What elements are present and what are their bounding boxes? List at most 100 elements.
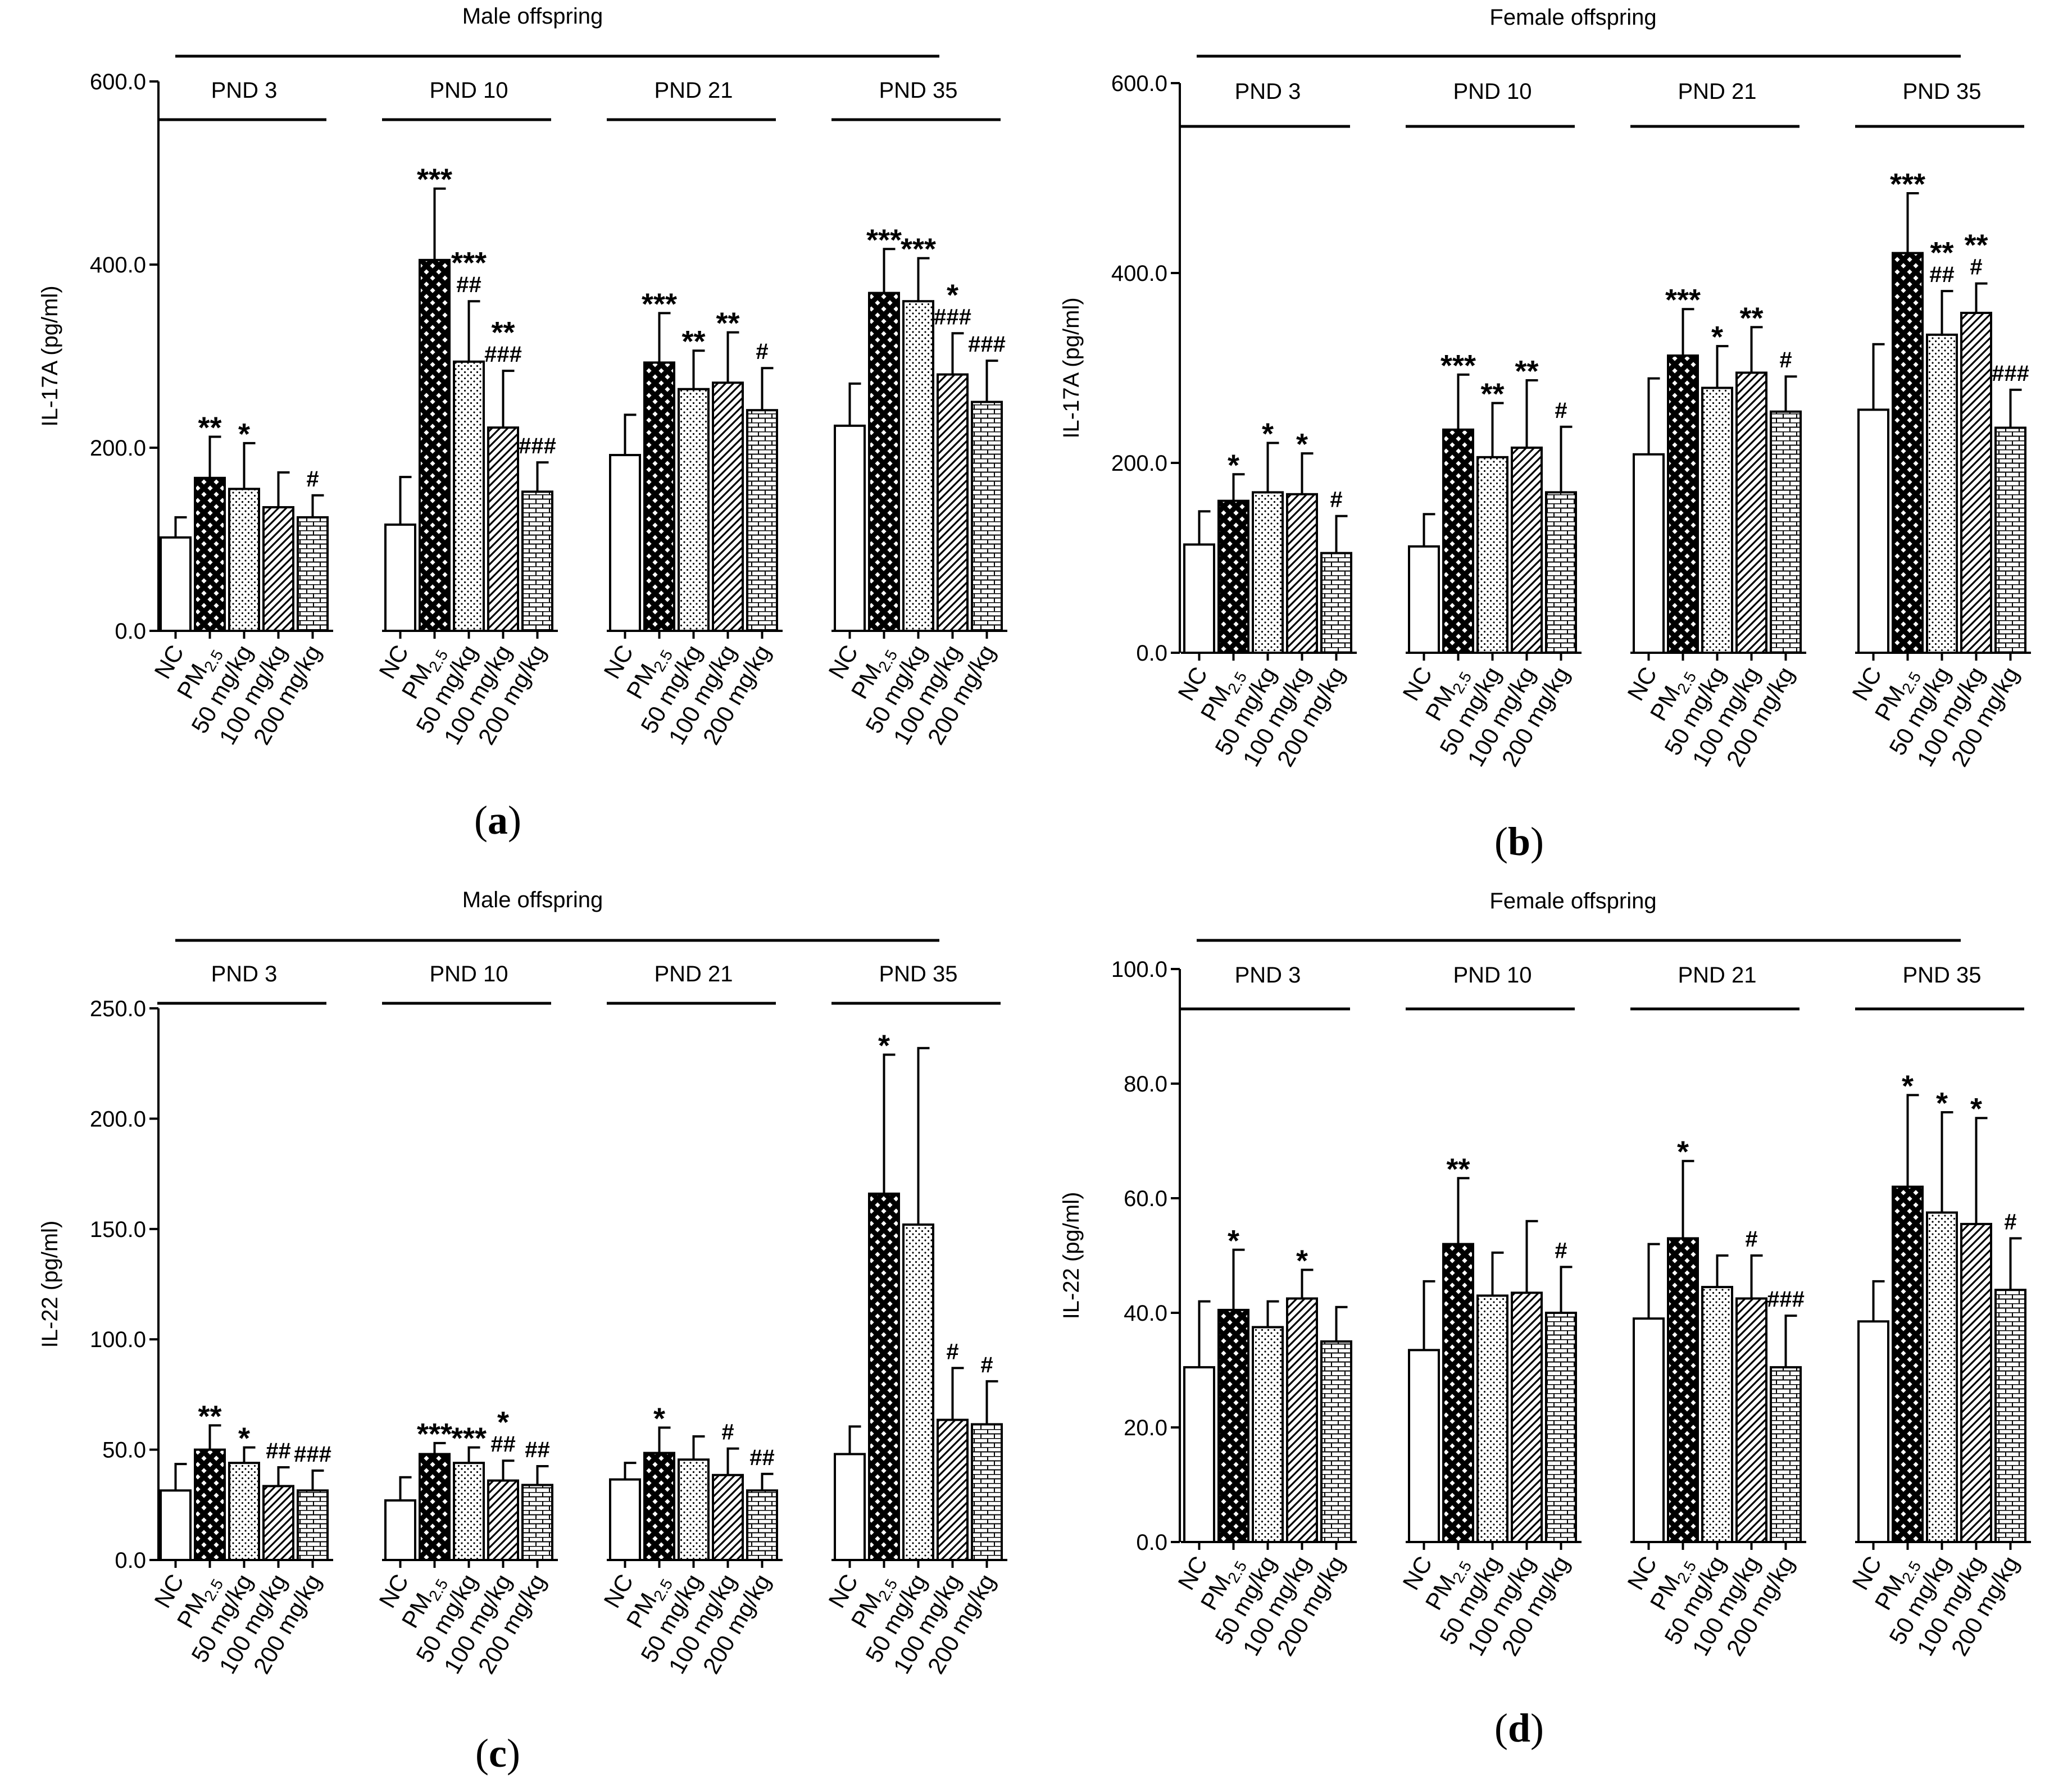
bar-200mgkg xyxy=(971,401,1003,632)
bar-pm25 xyxy=(1667,1237,1699,1543)
y-tick-label: 0.0 xyxy=(115,619,146,644)
bar-50mgkg xyxy=(1252,1326,1284,1543)
chart-panel-c: Male offspring 0.0 50.0 100.0 150.0 200.0 250.… xyxy=(38,888,1007,1776)
bar-nc xyxy=(160,1489,192,1562)
bar-200mgkg xyxy=(1994,1289,2026,1543)
bar-100mgkg xyxy=(1511,446,1543,654)
chart-title: Female offspring xyxy=(1489,889,1656,913)
bar-50mgkg xyxy=(228,1462,260,1561)
significance-mark: ## xyxy=(749,1445,775,1470)
y-axis-label: IL-22 (pg/ml) xyxy=(1059,1192,1084,1320)
y-tick-label: 0.0 xyxy=(115,1548,146,1573)
bar-100mgkg xyxy=(937,373,969,632)
significance-mark: # xyxy=(2004,1209,2016,1234)
bar-50mgkg xyxy=(1926,1211,1958,1543)
bar-pm25 xyxy=(643,361,675,632)
bar-pm25 xyxy=(868,292,900,632)
significance-mark: *** xyxy=(866,223,902,257)
bar-pm25 xyxy=(419,258,451,633)
significance-mark: * xyxy=(238,417,250,451)
y-axis-label: IL-22 (pg/ml) xyxy=(38,1221,62,1348)
significance-mark: ** xyxy=(1930,236,1953,270)
bar-50mgkg xyxy=(453,360,485,633)
significance-mark: ### xyxy=(484,342,522,367)
group-label: PND 35 xyxy=(1902,79,1981,104)
significance-mark: ## xyxy=(525,1438,550,1462)
bar-pm25 xyxy=(1892,252,1924,654)
chart-panel-a: Male offspring 0.0 200.0 400.0 600.0 IL-17A (… xyxy=(38,4,1007,843)
bar-100mgkg xyxy=(487,1479,519,1562)
significance-mark: ### xyxy=(1767,1287,1805,1312)
significance-mark: *** xyxy=(417,1417,452,1451)
significance-mark: * xyxy=(1296,427,1308,461)
bar-pm25 xyxy=(1667,354,1699,654)
bar-nc xyxy=(384,1499,416,1562)
bar-50mgkg xyxy=(678,1458,710,1561)
significance-mark: # xyxy=(306,467,319,492)
group-label: PND 21 xyxy=(654,78,733,103)
group-pnd3: PND 3NC**PM2.5*50 mg/kg##100 mg/kg###200… xyxy=(149,962,333,1678)
chart-panel-b: Female offspring 0.0 200.0 400.0 600.0 IL-17A… xyxy=(1059,5,2031,864)
bar-100mgkg xyxy=(1286,1297,1318,1543)
y-tick-label: 100.0 xyxy=(90,1327,146,1352)
bar-nc xyxy=(160,536,192,632)
significance-mark: *** xyxy=(642,287,677,321)
significance-mark: * xyxy=(947,278,958,312)
bar-pm25 xyxy=(1217,499,1249,654)
panel-label: (a) xyxy=(474,798,521,843)
bar-200mgkg xyxy=(1545,1312,1577,1543)
significance-mark: ** xyxy=(198,1399,221,1433)
bar-pm25 xyxy=(1442,428,1474,654)
bar-nc xyxy=(1183,1366,1215,1543)
significance-mark: ## xyxy=(490,1432,516,1457)
significance-mark: ### xyxy=(1992,361,2029,386)
significance-mark: * xyxy=(238,1422,250,1456)
bar-pm25 xyxy=(1442,1243,1474,1544)
significance-mark: ** xyxy=(1964,229,1988,262)
significance-mark: * xyxy=(1262,417,1274,451)
significance-mark: ** xyxy=(198,411,221,444)
significance-mark: # xyxy=(946,1339,958,1364)
bar-pm25 xyxy=(194,1448,226,1562)
group-label: PND 10 xyxy=(429,962,508,986)
bar-100mgkg xyxy=(712,381,744,633)
bar-pm25 xyxy=(1217,1308,1249,1543)
y-tick-label: 200.0 xyxy=(1111,451,1167,476)
chart-title: Male offspring xyxy=(462,4,603,29)
chart-title: Male offspring xyxy=(462,888,603,912)
significance-mark: * xyxy=(1296,1244,1308,1278)
bar-nc xyxy=(609,1478,641,1561)
group-pnd3: PND 3NC*PM2.5*50 mg/kg*100 mg/kg#200 mg/… xyxy=(1173,79,1357,771)
bar-200mgkg xyxy=(1545,491,1577,654)
y-tick-label: 80.0 xyxy=(1124,1072,1167,1097)
y-tick-label: 200.0 xyxy=(90,1107,146,1131)
y-tick-label: 50.0 xyxy=(102,1438,146,1463)
bar-200mgkg xyxy=(1770,1366,1802,1543)
bar-200mgkg xyxy=(1320,552,1352,654)
bar-50mgkg xyxy=(453,1462,485,1561)
significance-mark: ** xyxy=(1480,377,1504,411)
panel-label: (c) xyxy=(475,1731,520,1776)
significance-mark: * xyxy=(497,1406,509,1439)
bar-nc xyxy=(1633,453,1665,654)
bar-nc xyxy=(1408,545,1440,654)
significance-mark: *** xyxy=(451,246,487,280)
significance-mark: # xyxy=(1555,398,1567,423)
significance-mark: ** xyxy=(1446,1152,1470,1186)
bar-50mgkg xyxy=(1701,386,1733,654)
bar-50mgkg xyxy=(1252,491,1284,654)
bar-100mgkg xyxy=(1735,371,1767,654)
bar-50mgkg xyxy=(228,488,260,632)
bar-200mgkg xyxy=(1770,410,1802,654)
group-label: PND 35 xyxy=(1902,963,1981,988)
